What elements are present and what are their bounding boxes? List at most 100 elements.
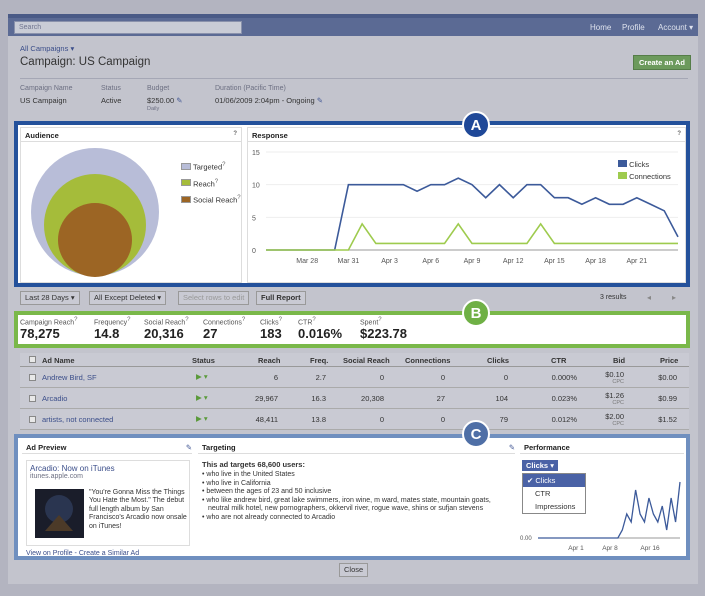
marker-b: B: [462, 299, 490, 327]
ad-title-link[interactable]: Arcadio: Now on iTunes: [30, 464, 115, 473]
create-similar-ad-link[interactable]: Create a Similar Ad: [78, 550, 140, 557]
help-icon[interactable]: ?: [237, 195, 241, 201]
nav-profile-link[interactable]: Profile: [622, 23, 645, 32]
help-icon[interactable]: ?: [214, 178, 219, 185]
col-price[interactable]: Price: [660, 356, 679, 365]
create-ad-button[interactable]: Create an Ad: [633, 55, 691, 70]
help-icon[interactable]: ?: [278, 317, 283, 323]
row-checkbox[interactable]: [29, 416, 36, 423]
x-tick-label: Apr 6: [422, 258, 439, 265]
metric-dropdown-label: Clicks: [526, 461, 549, 470]
response-line-chart: 15 10 5 0 Mar 28 Mar 31 Apr 3 Apr 6 Apr 9 Apr 12 A…: [252, 150, 679, 265]
y-tick-label: 10: [252, 183, 260, 190]
status-play-icon[interactable]: ▶ ▾: [196, 372, 208, 381]
metric-dropdown[interactable]: Clicks ▾: [522, 460, 558, 471]
col-freq[interactable]: Freq.: [310, 356, 329, 365]
connections-value: 27: [436, 394, 445, 403]
table-row[interactable]: ▶ ▾ Andrew Bird, SF 6 2.7 0 0 0 0.000% $0.10 $0.0…: [20, 367, 689, 388]
help-icon[interactable]: ?: [127, 317, 131, 323]
x-tick-label: Mar 31: [338, 258, 360, 265]
connections-value: 0: [440, 415, 445, 424]
help-icon[interactable]: ?: [312, 317, 316, 323]
view-on-profile-link[interactable]: View on Profile: [26, 550, 73, 557]
help-icon[interactable]: ?: [185, 317, 189, 323]
col-social-reach[interactable]: Social Reach: [343, 356, 390, 365]
col-ctr[interactable]: CTR: [551, 356, 567, 365]
pencil-icon[interactable]: ✎: [185, 443, 192, 452]
pencil-icon[interactable]: ✎: [176, 96, 183, 105]
table-row[interactable]: ▶ ▾ Arcadio 29,967 16.3 20,308 27 104 0.023% $1.…: [20, 388, 689, 409]
col-clicks[interactable]: Clicks: [487, 356, 510, 365]
select-all-checkbox[interactable]: [29, 356, 36, 363]
bid-value[interactable]: $1.26: [605, 391, 624, 400]
date-range-dropdown[interactable]: Last 28 Days ▾: [20, 291, 80, 305]
status-play-icon[interactable]: ▶ ▾: [196, 393, 208, 402]
bid-value[interactable]: $0.10: [605, 370, 624, 379]
help-icon[interactable]: ?: [241, 317, 246, 323]
col-connections[interactable]: Connections: [405, 356, 451, 365]
breadcrumb[interactable]: All Campaigns ▾: [20, 44, 74, 53]
col-ad-name[interactable]: Ad Name: [42, 356, 75, 365]
social-reach-value: 0: [379, 415, 384, 424]
link-separator: -: [72, 550, 79, 557]
row-checkbox[interactable]: [29, 395, 36, 402]
audience-legend: Targeted? Reach? Social Reach?: [181, 158, 241, 208]
legend-clicks: Clicks: [618, 159, 671, 171]
pencil-icon[interactable]: ✎: [316, 96, 324, 105]
help-icon[interactable]: ?: [233, 131, 237, 137]
chevron-down-icon: ▾: [550, 461, 554, 470]
help-icon[interactable]: ?: [74, 317, 78, 323]
album-art-image[interactable]: [35, 489, 84, 538]
ad-name-link[interactable]: Andrew Bird, SF: [42, 373, 97, 382]
x-tick-label: Apr 15: [544, 258, 565, 265]
social-reach-circle: [58, 203, 132, 277]
col-status[interactable]: Status: [192, 356, 215, 365]
performance-chart: 0.00 Apr 1 Apr 8 Apr 16: [520, 481, 681, 552]
col-reach[interactable]: Reach: [258, 356, 281, 365]
menu-option-clicks[interactable]: ✔ Clicks: [523, 474, 585, 487]
stat-label: Spent?: [360, 317, 382, 327]
table-header-row: Ad Name Status Reach Freq. Social Reach …: [20, 353, 689, 367]
menu-option-impressions[interactable]: Impressions: [535, 502, 576, 511]
stat-value: 14.8: [94, 326, 120, 342]
nav-account-menu[interactable]: Account ▾: [658, 21, 693, 34]
bid-unit: CPC: [612, 379, 624, 385]
checkmark-icon: ✔: [527, 476, 534, 485]
bid-unit: CPC: [612, 400, 624, 406]
search-input[interactable]: Search: [14, 21, 242, 34]
help-icon[interactable]: ?: [222, 162, 226, 168]
y-tick-label: 0: [252, 248, 256, 255]
help-icon[interactable]: ?: [378, 317, 382, 323]
option-label: Clicks: [535, 476, 556, 485]
divider: [20, 78, 688, 79]
close-button[interactable]: Close: [339, 563, 369, 577]
next-page-icon[interactable]: ▸: [672, 293, 677, 302]
ad-name-link[interactable]: artists, not connected: [42, 415, 114, 424]
table-row[interactable]: ▶ ▾ artists, not connected 48,411 13.8 0 0 79 0…: [20, 409, 689, 430]
pencil-icon[interactable]: ✎: [508, 443, 515, 452]
prev-page-icon[interactable]: ◂: [647, 293, 652, 302]
response-box: Response? 15 10 5 0 Mar 28 Mar 31 Apr 3 Apr 6 Ap…: [247, 127, 686, 283]
ad-url: itunes.apple.com: [30, 473, 83, 480]
help-icon[interactable]: ?: [677, 131, 681, 137]
x-tick-label: Apr 9: [464, 258, 481, 265]
ad-name-link[interactable]: Arcadio: [42, 394, 68, 403]
col-bid[interactable]: Bid: [613, 356, 626, 365]
status-play-icon[interactable]: ▶ ▾: [196, 414, 208, 423]
ad-preview-links: View on Profile - Create a Similar Ad: [26, 550, 139, 557]
status-value: Active: [101, 96, 122, 105]
price-value: $1.52: [658, 415, 677, 424]
stat-value: $223.78: [360, 326, 407, 342]
audience-header: Audience?: [21, 128, 241, 142]
filter-dropdown[interactable]: All Except Deleted ▾: [89, 291, 167, 305]
bid-value[interactable]: $2.00: [605, 412, 624, 421]
menu-option-ctr[interactable]: CTR: [535, 489, 551, 498]
x-tick-label: Apr 8: [602, 545, 618, 552]
select-rows-button[interactable]: Select rows to edit: [178, 291, 250, 305]
stat-label: Campaign Reach?: [20, 317, 78, 327]
row-checkbox[interactable]: [29, 374, 36, 381]
full-report-button[interactable]: Full Report: [256, 291, 306, 305]
clicks-value: 79: [499, 415, 508, 424]
nav-home-link[interactable]: Home: [590, 23, 612, 32]
budget-period: Daily: [147, 106, 160, 112]
